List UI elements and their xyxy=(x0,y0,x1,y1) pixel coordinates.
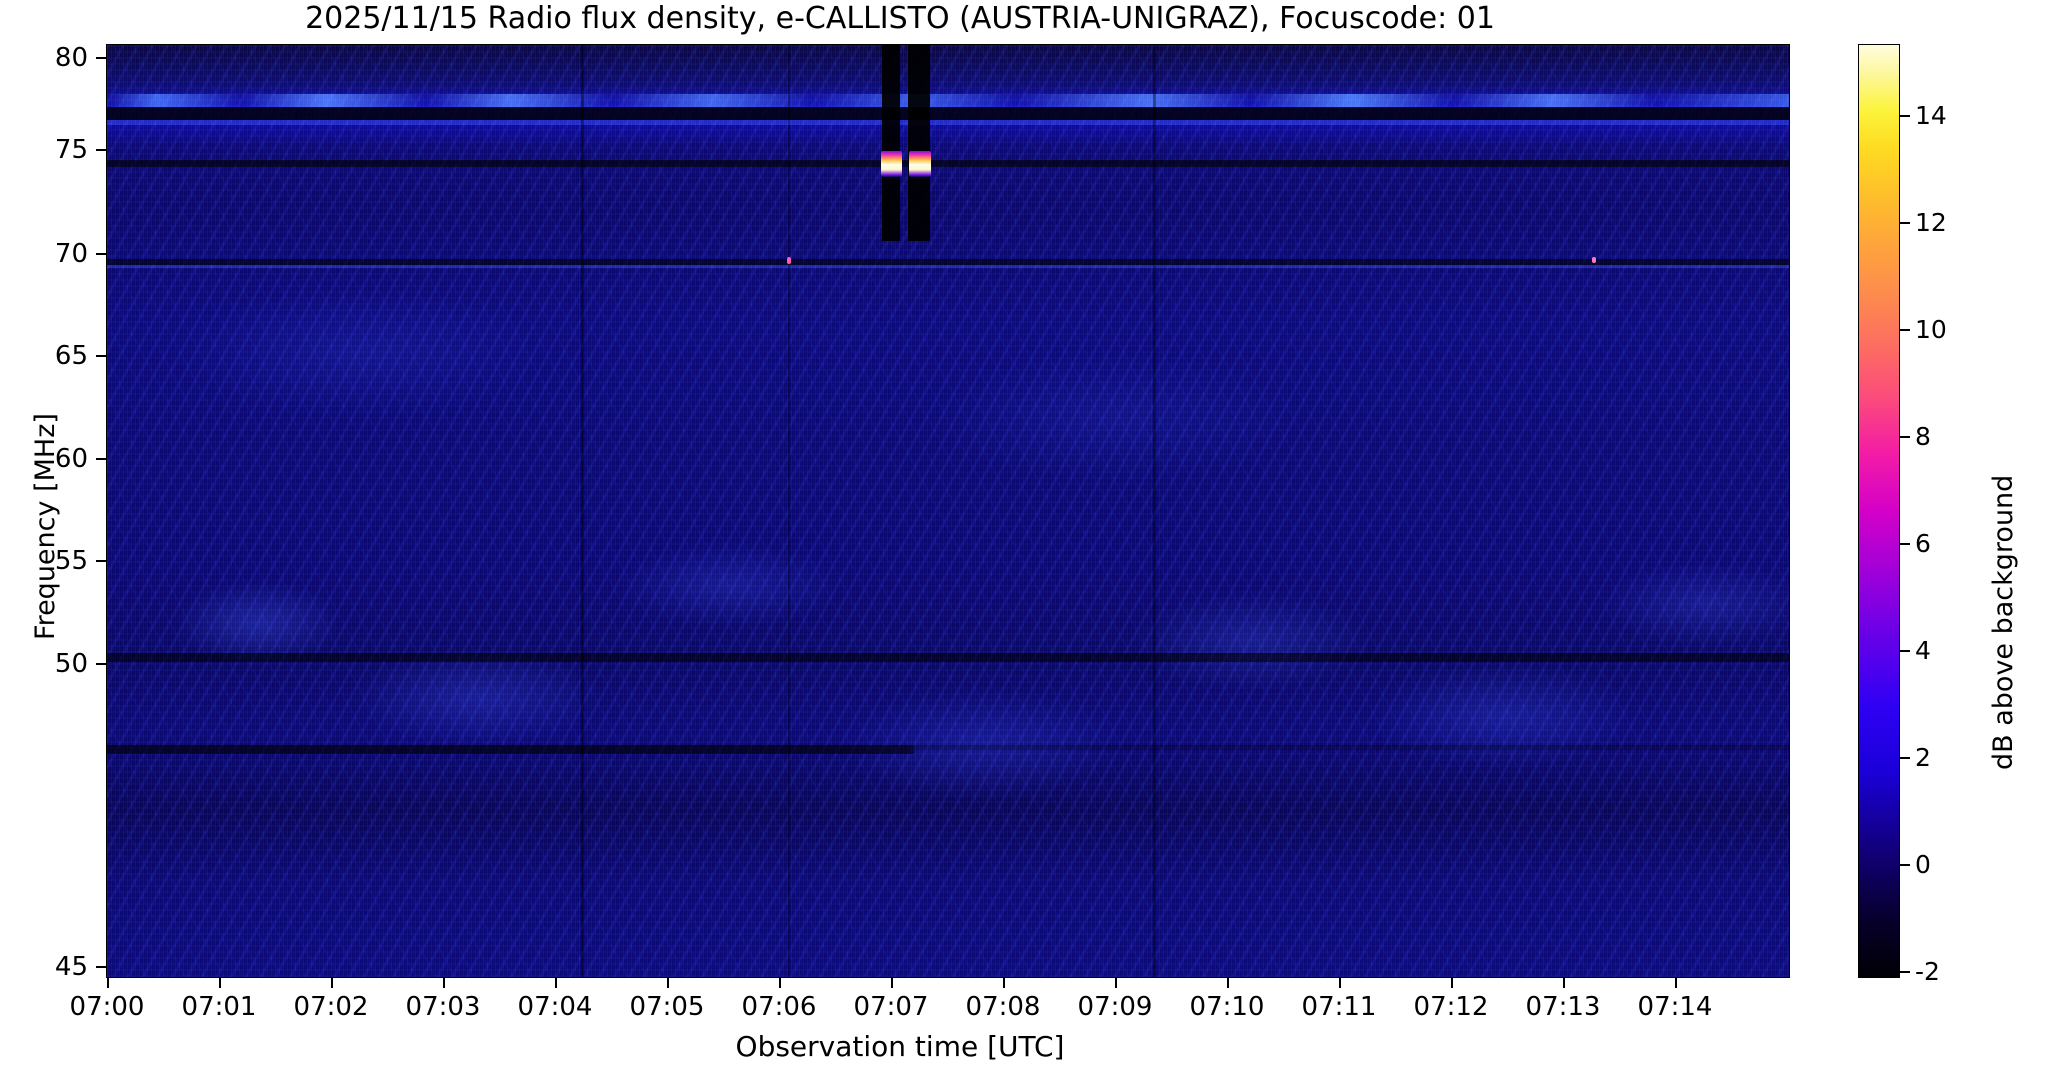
xtick-0711 xyxy=(1339,978,1341,988)
xtick-label-0712: 07:12 xyxy=(1413,992,1489,1022)
ytick-label-70: 70 xyxy=(54,239,88,269)
ytick-label-55: 55 xyxy=(54,546,88,576)
cbtick-2 xyxy=(1900,757,1910,759)
spectrogram-axes xyxy=(106,44,1790,978)
cbtick-6 xyxy=(1900,543,1910,545)
cbtick-12 xyxy=(1900,222,1910,224)
xtick-label-0713: 07:13 xyxy=(1525,992,1601,1022)
ytick-70 xyxy=(96,253,106,255)
cbtick-14 xyxy=(1900,115,1910,117)
rfi-band-50 xyxy=(107,745,915,754)
xtick-0712 xyxy=(1451,978,1453,988)
xtick-0704 xyxy=(555,978,557,988)
xtick-label-0700: 07:00 xyxy=(69,992,145,1022)
xtick-label-0711: 07:11 xyxy=(1301,992,1377,1022)
xtick-label-0707: 07:07 xyxy=(853,992,929,1022)
xtick-0702 xyxy=(331,978,333,988)
cbtick-label-8: 8 xyxy=(1915,422,1931,451)
ytick-label-80: 80 xyxy=(54,43,88,73)
rfi-band-70 xyxy=(107,259,1789,265)
burst-a xyxy=(880,151,902,177)
xtick-0701 xyxy=(219,978,221,988)
xtick-label-0703: 07:03 xyxy=(405,992,481,1022)
cbtick-label-14: 14 xyxy=(1915,101,1947,130)
ytick-label-60: 60 xyxy=(54,444,88,474)
colorbar xyxy=(1858,44,1900,978)
colorbar-label: dB above background xyxy=(1988,474,2019,770)
xtick-label-0705: 07:05 xyxy=(629,992,705,1022)
cbtick-minus2 xyxy=(1900,971,1910,973)
xtick-0707 xyxy=(891,978,893,988)
xtick-label-0714: 07:14 xyxy=(1637,992,1713,1022)
rfi-band-50-right xyxy=(914,745,1789,750)
ytick-80 xyxy=(96,57,106,59)
xtick-0708 xyxy=(1003,978,1005,988)
cbtick-label-0: 0 xyxy=(1915,850,1931,879)
ytick-65 xyxy=(96,355,106,357)
time-marker-0710 xyxy=(1153,45,1157,977)
xtick-0700 xyxy=(107,978,109,988)
ytick-label-45: 45 xyxy=(54,952,88,982)
ytick-75 xyxy=(96,149,106,151)
spectrogram-image xyxy=(107,45,1789,977)
time-marker-0704 xyxy=(581,45,585,977)
xtick-label-0704: 07:04 xyxy=(517,992,593,1022)
hot-pixel-0706 xyxy=(786,257,791,264)
xtick-0706 xyxy=(779,978,781,988)
rfi-band-765 xyxy=(107,160,1789,167)
xtick-label-0708: 07:08 xyxy=(965,992,1041,1022)
cbtick-label-4: 4 xyxy=(1915,636,1931,665)
rfi-glow-787 xyxy=(107,94,1789,108)
cbtick-label-12: 12 xyxy=(1915,208,1947,237)
xtick-0714 xyxy=(1675,978,1677,988)
xtick-label-0709: 07:09 xyxy=(1077,992,1153,1022)
rfi-band-535 xyxy=(107,653,1789,662)
xtick-0713 xyxy=(1563,978,1565,988)
xtick-label-0702: 07:02 xyxy=(293,992,369,1022)
data-gap-0707 xyxy=(882,45,901,241)
xtick-0709 xyxy=(1115,978,1117,988)
ytick-label-75: 75 xyxy=(54,135,88,165)
cbtick-8 xyxy=(1900,436,1910,438)
xtick-0705 xyxy=(667,978,669,988)
data-gap-0707-b xyxy=(907,45,931,241)
rfi-band-785-edge xyxy=(107,120,1789,125)
cbtick-label-2: 2 xyxy=(1915,743,1931,772)
rfi-band-785 xyxy=(107,107,1789,120)
ytick-label-50: 50 xyxy=(54,649,88,679)
page-title: 2025/11/15 Radio flux density, e-CALLIST… xyxy=(305,1,1495,36)
cbtick-0 xyxy=(1900,864,1910,866)
cbtick-label-10: 10 xyxy=(1915,315,1947,344)
cbtick-10 xyxy=(1900,329,1910,331)
burst-b xyxy=(909,151,932,177)
x-axis-label: Observation time [UTC] xyxy=(735,1030,1065,1063)
hot-pixel-0713 xyxy=(1592,257,1597,263)
ytick-60 xyxy=(96,458,106,460)
ytick-50 xyxy=(96,663,106,665)
xtick-label-0706: 07:06 xyxy=(741,992,817,1022)
cbtick-label-minus2: -2 xyxy=(1915,957,1940,986)
ytick-45 xyxy=(96,966,106,968)
colorbar-gradient xyxy=(1859,45,1899,977)
rfi-band-70-edge xyxy=(107,265,1789,268)
time-marker-0706 xyxy=(788,45,791,977)
cbtick-4 xyxy=(1900,650,1910,652)
cbtick-label-6: 6 xyxy=(1915,529,1931,558)
xtick-0710 xyxy=(1227,978,1229,988)
xtick-label-0701: 07:01 xyxy=(181,992,257,1022)
ytick-55 xyxy=(96,560,106,562)
y-axis-label: Frequency [MHz] xyxy=(30,413,61,640)
ytick-label-65: 65 xyxy=(54,341,88,371)
xtick-label-0710: 07:10 xyxy=(1189,992,1265,1022)
xtick-0703 xyxy=(443,978,445,988)
